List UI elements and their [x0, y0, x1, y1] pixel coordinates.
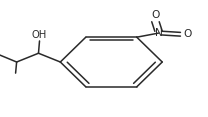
Text: O: O: [183, 29, 192, 39]
Text: OH: OH: [32, 30, 47, 40]
Text: N: N: [155, 28, 162, 38]
Text: O: O: [151, 10, 160, 20]
